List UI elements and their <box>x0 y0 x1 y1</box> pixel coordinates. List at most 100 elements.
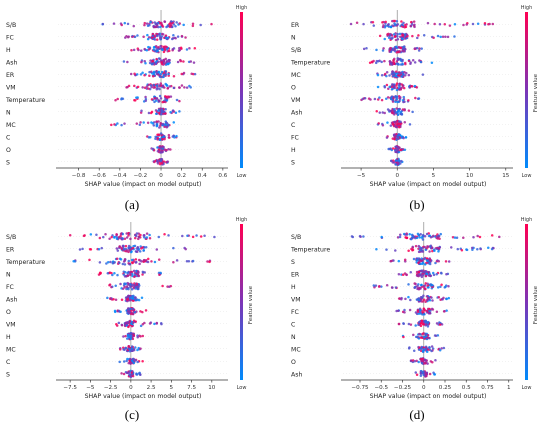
shap-point <box>189 60 193 63</box>
shap-point <box>134 258 138 261</box>
shap-point <box>116 122 119 125</box>
shap-point <box>438 22 442 26</box>
shap-point <box>422 323 425 326</box>
shap-point <box>416 284 419 288</box>
panel-b: ER N S/B Temperature MC O VM Ash C FC HS −5 0 5 10 15 SH… <box>290 5 539 188</box>
shap-point <box>407 99 410 102</box>
shap-point <box>132 48 136 52</box>
shap-point <box>388 109 391 112</box>
shap-point <box>113 123 116 126</box>
shap-point <box>407 73 411 77</box>
shap-point <box>147 136 151 139</box>
feature-label: H <box>291 284 296 291</box>
x-tick-label: 0.5 <box>462 385 471 391</box>
shap-point <box>123 275 127 278</box>
shap-point <box>362 235 365 238</box>
shap-point <box>430 349 433 353</box>
shap-point <box>395 159 398 162</box>
shap-point <box>136 246 140 250</box>
shap-point <box>400 71 403 75</box>
shap-point <box>415 373 419 376</box>
shap-point <box>402 95 406 99</box>
shap-point <box>424 372 427 375</box>
shap-point <box>139 111 143 114</box>
shap-point <box>127 361 130 365</box>
shap-point <box>417 270 421 274</box>
shap-point <box>460 249 464 252</box>
panel-d: S/B Temperature S ER H VM FC CN MC O Ash −0.75 −0.5−… <box>290 217 539 400</box>
shap-point <box>425 232 429 236</box>
shap-point <box>81 247 84 251</box>
shap-point <box>377 285 381 288</box>
shap-point <box>172 86 176 90</box>
shap-point <box>418 59 421 62</box>
shap-point <box>193 72 197 76</box>
shap-point <box>424 320 427 324</box>
shap-point <box>146 121 150 125</box>
shap-point <box>421 357 424 360</box>
shap-point <box>386 96 390 99</box>
shap-point <box>136 47 140 50</box>
shap-point <box>110 235 113 239</box>
shap-point <box>429 235 433 239</box>
shap-point <box>156 133 159 136</box>
shap-point <box>407 295 410 299</box>
shap-point <box>400 298 403 301</box>
shap-point <box>432 273 436 277</box>
shap-point <box>137 258 141 262</box>
shap-point <box>126 60 129 64</box>
shap-point <box>394 286 398 289</box>
shap-point <box>448 24 452 27</box>
x-tick-label: −2.5 <box>104 385 118 391</box>
shap-point <box>396 32 399 36</box>
shap-point <box>153 86 157 89</box>
feature-label: Temperature <box>290 246 330 253</box>
shap-point <box>137 237 140 241</box>
shap-point <box>351 235 355 239</box>
shap-point <box>144 95 147 99</box>
shap-point <box>414 96 417 100</box>
shap-point <box>160 322 163 326</box>
shap-point <box>418 248 422 252</box>
shap-point <box>415 46 419 50</box>
shap-point <box>398 82 401 86</box>
shap-point <box>394 74 398 78</box>
shap-point <box>419 347 423 350</box>
shap-point <box>430 345 434 348</box>
shap-point <box>447 285 450 288</box>
shap-point <box>444 285 447 289</box>
x-tick-label: 0 <box>422 385 426 391</box>
shap-point <box>401 273 405 276</box>
shap-point <box>184 36 187 39</box>
x-tick-label: 1 <box>507 385 511 391</box>
shap-point <box>437 250 440 253</box>
shap-point <box>438 348 442 352</box>
shap-point <box>401 49 404 52</box>
shap-point <box>164 95 168 99</box>
shap-point <box>159 72 163 76</box>
shap-point <box>130 49 133 52</box>
shap-point <box>398 32 402 36</box>
shap-point <box>417 49 421 52</box>
feature-label: MC <box>291 346 301 353</box>
shap-point <box>145 236 149 239</box>
shap-point <box>121 244 125 248</box>
shap-point <box>428 372 432 376</box>
shap-point <box>409 62 412 65</box>
shap-point <box>122 348 125 351</box>
shap-point <box>432 36 435 40</box>
feature-label: S <box>291 259 295 266</box>
shap-point <box>157 25 160 29</box>
shap-point <box>167 133 171 137</box>
x-tick-label: 0.6 <box>218 173 227 179</box>
shap-point <box>109 260 112 264</box>
x-tick-label: 0 <box>395 173 399 179</box>
shap-point <box>155 34 159 38</box>
colorbar-low-label: Low <box>522 173 532 179</box>
shap-point <box>391 100 395 103</box>
shap-point <box>159 37 163 41</box>
shap-point <box>110 285 113 289</box>
shap-point <box>431 347 435 350</box>
shap-point <box>167 49 171 53</box>
shap-point <box>184 247 187 251</box>
